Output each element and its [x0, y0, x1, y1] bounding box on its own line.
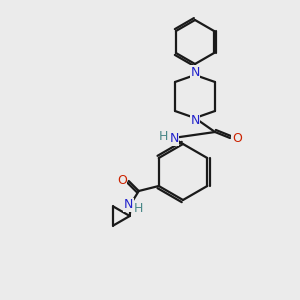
Text: O: O: [232, 131, 242, 145]
Text: N: N: [190, 65, 200, 79]
Text: H: H: [134, 202, 143, 215]
Text: N: N: [169, 133, 179, 146]
Text: O: O: [117, 173, 127, 187]
Text: H: H: [158, 130, 168, 143]
Text: N: N: [190, 115, 200, 128]
Text: N: N: [124, 199, 134, 212]
